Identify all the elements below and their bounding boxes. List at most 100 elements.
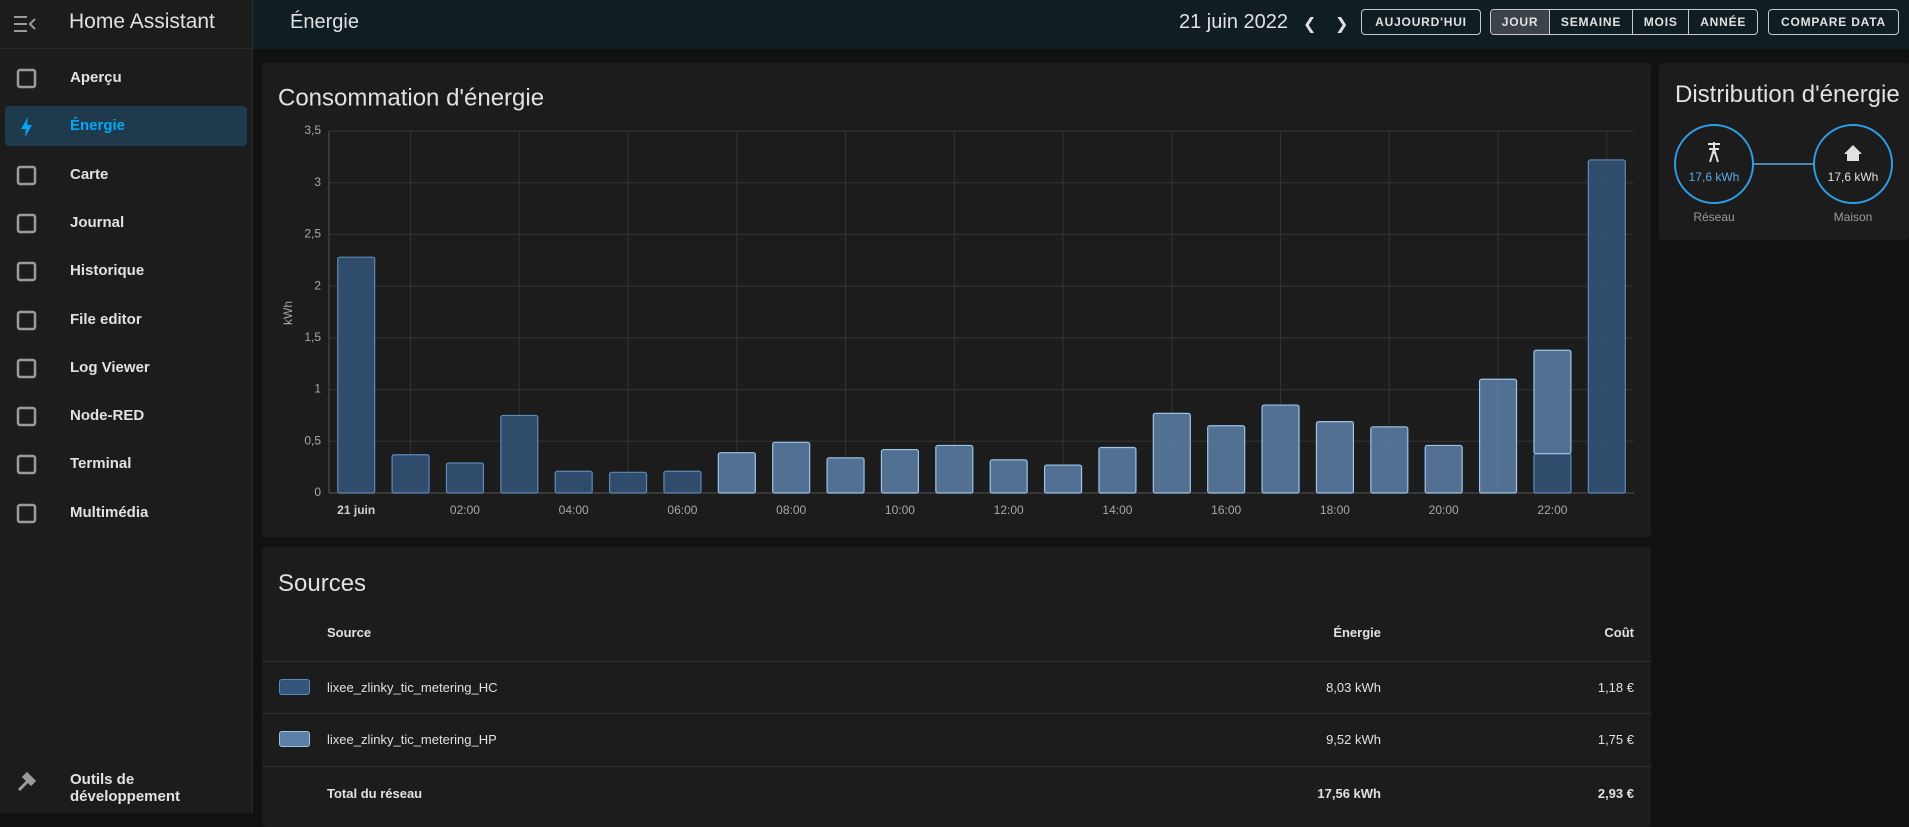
bar [1533,453,1572,494]
bar [554,470,593,494]
grid-label: Réseau [1693,210,1734,224]
period-button[interactable]: ANNÉE [1688,10,1757,34]
icon-shape [21,117,32,138]
bar [1424,444,1463,494]
x-tick-label: 08:00 [776,503,806,517]
y-tick-label: 0 [314,485,321,499]
date-label: 21 juin 2022 [1179,11,1288,33]
sidebar-item[interactable]: Node-RED [5,396,247,436]
sidebar-item[interactable]: Log Viewer [5,348,247,388]
bar [1043,464,1083,494]
icon-shape [16,503,37,523]
total-cell: 2,93 € [1597,786,1634,801]
sidebar-item[interactable]: Terminal [5,444,247,484]
y-tick-label: 1 [314,382,321,396]
table-cell: 1,18 € [1597,680,1634,695]
today-button[interactable]: AUJOURD'HUI [1361,9,1481,35]
row-separator [262,713,1651,714]
x-tick-label: 18:00 [1320,503,1350,517]
total-cell: Total du réseau [327,786,423,801]
icon [16,406,37,427]
row-separator [262,661,1651,662]
icon [16,310,37,330]
bar [1098,446,1137,494]
sidebar-item[interactable]: File editor [5,300,247,340]
table-cell: 1,75 € [1597,732,1634,747]
icon-shape [16,261,37,282]
x-tick-label: 12:00 [994,503,1024,517]
x-tick-label: 10:00 [885,503,915,517]
sidebar-item[interactable]: Journal [5,203,247,243]
sidebar-item[interactable]: Aperçu [5,58,247,98]
y-tick-label: 3 [314,175,321,189]
icon-shape [16,406,37,427]
icon [21,117,32,138]
home-circle [1813,124,1893,204]
period-button[interactable]: SEMAINE [1549,10,1632,34]
y-tick-label: 2 [314,278,321,292]
icon-shape [16,68,37,89]
bar [1152,412,1191,494]
icon-shape [16,358,37,379]
chart-card: Consommation d'énergie 0 0,5 1 1,5 2 2,5 3 3,5 k… [262,63,1651,537]
icon [16,358,37,379]
sidebar-item[interactable]: Énergie [5,106,247,147]
bar [663,470,702,494]
y-tick-label: 3,5 [304,123,321,137]
sidebar-label: Outils de développement [70,771,181,805]
sidebar-label: Log Viewer [70,358,150,376]
y-tick-label: 0,5 [304,433,321,447]
x-tick-label: 06:00 [667,503,697,517]
icon [16,503,37,523]
bar [880,448,920,494]
icon [16,261,37,282]
row-separator [262,766,1651,767]
table-cell: lixee_zlinky_tic_metering_HC [327,680,498,695]
bar [1587,159,1626,494]
icon-shape [16,310,37,330]
bar [935,444,974,494]
bar [445,462,485,494]
sidebar-item[interactable]: Outils de développement [5,760,247,805]
total-cell: 17,56 kWh [1317,786,1381,801]
bar [1478,378,1518,494]
bar [1533,349,1572,455]
source-swatch [279,679,310,695]
sidebar-label: Multimédia [70,503,149,521]
table-cell: 9,52 kWh [1326,732,1381,747]
sidebar-item[interactable]: Multimédia [5,493,247,533]
x-tick-label: 20:00 [1429,503,1459,517]
next-button[interactable]: ❯ [1335,16,1349,33]
sidebar-item[interactable]: Carte [5,155,247,195]
period-button[interactable]: MOIS [1631,10,1688,34]
page-title: Énergie [290,11,359,33]
sidebar-label: Aperçu [70,69,122,86]
column-header: Énergie [1333,625,1381,640]
sidebar-label: Carte [70,165,109,183]
column-header: Source [327,625,372,640]
bar [772,441,811,494]
y-tick-label: 1,5 [304,330,321,344]
prev-button[interactable]: ❮ [1303,16,1317,33]
period-button[interactable]: JOUR [1491,10,1550,34]
bar [1261,404,1300,494]
bar [500,414,539,494]
bar [608,471,648,494]
menu-icon[interactable] [14,14,36,34]
sources-card: Sources Source Énergie Coût lixee_zlinky_ti… [262,547,1651,827]
bar [1315,421,1355,494]
bar [337,256,376,494]
icon [16,165,37,185]
sidebar-label: Historique [70,262,145,280]
icon-shape [16,213,37,234]
sidebar-label: Journal [70,213,125,231]
compare-button[interactable]: COMPARE DATA [1768,9,1899,35]
bar [717,452,756,494]
icon-shape [16,165,37,185]
grid-circle [1674,124,1754,204]
sidebar-item[interactable]: Historique [5,251,247,291]
sidebar-label: Énergie [70,117,126,135]
card-title: Sources [278,570,367,597]
